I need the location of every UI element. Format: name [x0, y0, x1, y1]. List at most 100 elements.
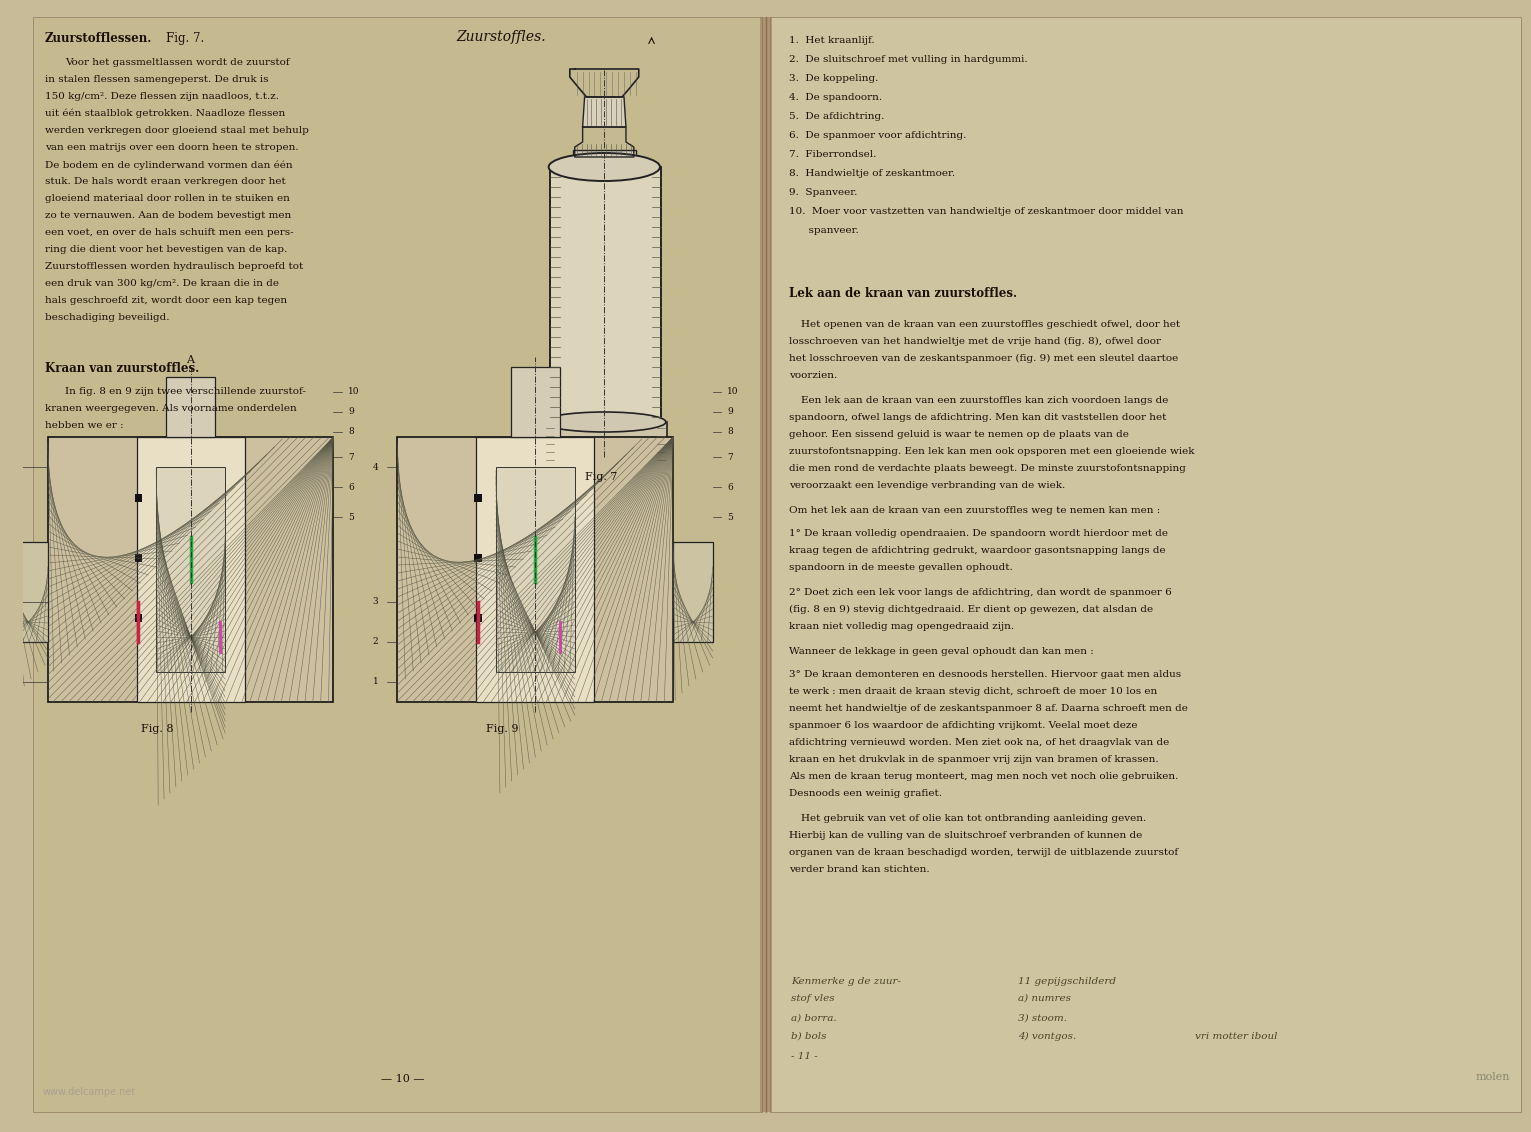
- Bar: [156, 468, 225, 672]
- Text: In fig. 8 en 9 zijn twee verschillende zuurstof-: In fig. 8 en 9 zijn twee verschillende z…: [64, 387, 306, 396]
- Text: van een matrijs over een doorn heen te stropen.: van een matrijs over een doorn heen te s…: [44, 143, 299, 152]
- Bar: [476, 437, 594, 702]
- Text: Desnoods een weinig grafiet.: Desnoods een weinig grafiet.: [790, 789, 943, 798]
- Text: Wanneer de lekkage in geen geval ophoudt dan kan men :: Wanneer de lekkage in geen geval ophoudt…: [790, 648, 1095, 657]
- Bar: [475, 554, 482, 561]
- Text: spandoorn in de meeste gevallen ophoudt.: spandoorn in de meeste gevallen ophoudt.: [790, 563, 1014, 572]
- Text: Fig. 8: Fig. 8: [141, 724, 175, 734]
- Bar: [165, 377, 216, 437]
- Text: organen van de kraan beschadigd worden, terwijl de uitblazende zuurstof: organen van de kraan beschadigd worden, …: [790, 848, 1179, 857]
- Text: gehoor. Een sissend geluid is waar te nemen op de plaats van de: gehoor. Een sissend geluid is waar te ne…: [790, 430, 1130, 439]
- Text: veroorzaakt een levendige verbranding van de wiek.: veroorzaakt een levendige verbranding va…: [790, 481, 1066, 490]
- Text: 4.  De spandoorn.: 4. De spandoorn.: [790, 93, 882, 102]
- Text: neemt het handwieltje of de zeskantspanmoer 8 af. Daarna schroeft men de: neemt het handwieltje of de zeskantspanm…: [790, 704, 1188, 713]
- Bar: [135, 554, 142, 561]
- Bar: [511, 367, 560, 437]
- Text: Kraan van zuurstoffles.: Kraan van zuurstoffles.: [44, 362, 199, 375]
- Bar: [674, 542, 712, 642]
- Text: (fig. 8 en 9) stevig dichtgedraaid. Er dient op gewezen, dat alsdan de: (fig. 8 en 9) stevig dichtgedraaid. Er d…: [790, 604, 1153, 615]
- Text: hebben we er :: hebben we er :: [44, 421, 124, 430]
- Text: Zuurstofflessen worden hydraulisch beproefd tot: Zuurstofflessen worden hydraulisch bepro…: [44, 261, 303, 271]
- Text: Lek aan de kraan van zuurstoffles.: Lek aan de kraan van zuurstoffles.: [790, 288, 1018, 300]
- Text: 9: 9: [727, 408, 733, 417]
- Text: 11 gepijgschilderd: 11 gepijgschilderd: [1018, 977, 1116, 986]
- Bar: [398, 437, 674, 702]
- Ellipse shape: [548, 153, 660, 181]
- Text: een druk van 300 kg/cm². De kraan die in de: een druk van 300 kg/cm². De kraan die in…: [44, 278, 279, 288]
- Text: 3) stoom.: 3) stoom.: [1018, 1014, 1067, 1023]
- Text: 2.  De sluitschroef met vulling in hardgummi.: 2. De sluitschroef met vulling in hardgu…: [790, 55, 1027, 65]
- Text: 5: 5: [727, 513, 733, 522]
- Text: De bodem en de cylinderwand vormen dan één: De bodem en de cylinderwand vormen dan é…: [44, 160, 292, 170]
- Text: 6.  De spanmoer voor afdichtring.: 6. De spanmoer voor afdichtring.: [790, 131, 966, 140]
- Text: 9: 9: [348, 408, 354, 417]
- Text: 10.  Moer voor vastzetten van handwieltje of zeskantmoer door middel van: 10. Moer voor vastzetten van handwieltje…: [790, 207, 1183, 216]
- Text: a) numres: a) numres: [1018, 994, 1070, 1003]
- Text: Zuurstoffles.: Zuurstoffles.: [456, 31, 547, 44]
- Text: b) bols: b) bols: [792, 1032, 827, 1041]
- Text: kraan niet volledig mag opengedraaid zijn.: kraan niet volledig mag opengedraaid zij…: [790, 621, 1015, 631]
- Bar: [9, 542, 47, 642]
- Polygon shape: [583, 97, 626, 127]
- Bar: [475, 614, 482, 621]
- Text: kraan en het drukvlak in de spanmoer vrij zijn van bramen of krassen.: kraan en het drukvlak in de spanmoer vri…: [790, 755, 1159, 764]
- Text: spandoorn, ofwel langs de afdichtring. Men kan dit vaststellen door het: spandoorn, ofwel langs de afdichtring. M…: [790, 413, 1167, 422]
- Text: 1° De kraan volledig opendraaien. De spandoorn wordt hierdoor met de: 1° De kraan volledig opendraaien. De spa…: [790, 529, 1168, 538]
- Text: 1.  Het kraanlijf.: 1. Het kraanlijf.: [790, 36, 876, 45]
- Text: Fig. 7.: Fig. 7.: [165, 32, 204, 45]
- Ellipse shape: [542, 452, 666, 472]
- Text: te werk : men draait de kraan stevig dicht, schroeft de moer 10 los en: te werk : men draait de kraan stevig dic…: [790, 687, 1157, 696]
- Bar: [135, 494, 142, 501]
- Bar: [136, 437, 245, 702]
- Bar: [496, 468, 574, 672]
- Text: spanmoer 6 los waardoor de afdichting vrijkomt. Veelal moet deze: spanmoer 6 los waardoor de afdichting vr…: [790, 721, 1138, 730]
- Bar: [9, 542, 47, 642]
- Text: a) borra.: a) borra.: [792, 1014, 837, 1023]
- Text: Een lek aan de kraan van een zuurstoffles kan zich voordoen langs de: Een lek aan de kraan van een zuurstoffle…: [801, 396, 1168, 405]
- Text: 3.  De koppeling.: 3. De koppeling.: [790, 74, 879, 83]
- Text: verder brand kan stichten.: verder brand kan stichten.: [790, 865, 929, 874]
- Text: molen: molen: [1476, 1072, 1510, 1082]
- Text: Fig. 9: Fig. 9: [487, 724, 519, 734]
- Text: ring die dient voor het bevestigen van de kap.: ring die dient voor het bevestigen van d…: [44, 245, 288, 254]
- Text: zo te vernauwen. Aan de bodem bevestigt men: zo te vernauwen. Aan de bodem bevestigt …: [44, 211, 291, 220]
- Text: Als men de kraan terug monteert, mag men noch vet noch olie gebruiken.: Als men de kraan terug monteert, mag men…: [790, 772, 1179, 781]
- Text: 7: 7: [727, 453, 733, 462]
- Text: 2: 2: [374, 637, 378, 646]
- Text: vri motter iboul: vri motter iboul: [1196, 1032, 1278, 1041]
- Text: uit één staalblok getrokken. Naadloze flessen: uit één staalblok getrokken. Naadloze fl…: [44, 109, 285, 119]
- Text: voorzien.: voorzien.: [790, 371, 837, 380]
- Text: 150 kg/cm². Deze flessen zijn naadloos, t.t.z.: 150 kg/cm². Deze flessen zijn naadloos, …: [44, 92, 279, 101]
- Text: 3: 3: [374, 598, 378, 607]
- Text: 8: 8: [348, 428, 354, 437]
- Text: kraag tegen de afdichtring gedrukt, waardoor gasontsnapping langs de: kraag tegen de afdichtring gedrukt, waar…: [790, 546, 1167, 555]
- Text: losschroeven van het handwieltje met de vrije hand (fig. 8), ofwel door: losschroeven van het handwieltje met de …: [790, 337, 1162, 346]
- Text: beschadiging beveiligd.: beschadiging beveiligd.: [44, 314, 170, 321]
- Text: het losschroeven van de zeskantspanmoer (fig. 9) met een sleutel daartoe: het losschroeven van de zeskantspanmoer …: [790, 354, 1179, 363]
- Text: Hierbij kan de vulling van de sluitschroef verbranden of kunnen de: Hierbij kan de vulling van de sluitschro…: [790, 831, 1142, 840]
- Text: - 11 -: - 11 -: [792, 1052, 818, 1061]
- Text: kranen weergegeven. Als voorname onderdelen: kranen weergegeven. Als voorname onderde…: [44, 404, 297, 413]
- Text: 7: 7: [348, 453, 354, 462]
- Text: — 10 —: — 10 —: [381, 1074, 424, 1084]
- Text: Zuurstofflessen.: Zuurstofflessen.: [44, 32, 152, 45]
- Text: gloeiend materiaal door rollen in te stuiken en: gloeiend materiaal door rollen in te stu…: [44, 194, 289, 203]
- Bar: [47, 437, 334, 702]
- Text: afdichtring vernieuwd worden. Men ziet ook na, of het draagvlak van de: afdichtring vernieuwd worden. Men ziet o…: [790, 738, 1170, 747]
- Text: werden verkregen door gloeiend staal met behulp: werden verkregen door gloeiend staal met…: [44, 126, 309, 135]
- Text: Het openen van de kraan van een zuurstoffles geschiedt ofwel, door het: Het openen van de kraan van een zuurstof…: [801, 320, 1180, 329]
- Ellipse shape: [542, 412, 666, 432]
- Bar: [156, 468, 225, 672]
- Text: www.delcampe.net: www.delcampe.net: [43, 1087, 136, 1097]
- Text: Om het lek aan de kraan van een zuurstoffles weg te nemen kan men :: Om het lek aan de kraan van een zuurstof…: [790, 506, 1160, 515]
- Bar: [47, 437, 334, 702]
- Text: in stalen flessen samengeperst. De druk is: in stalen flessen samengeperst. De druk …: [44, 75, 268, 84]
- Bar: [135, 614, 142, 621]
- Bar: [544, 422, 668, 462]
- Text: 2° Doet zich een lek voor langs de afdichtring, dan wordt de spanmoer 6: 2° Doet zich een lek voor langs de afdic…: [790, 588, 1173, 597]
- Bar: [770, 17, 1522, 1112]
- Text: 7.  Fiberrondsel.: 7. Fiberrondsel.: [790, 151, 877, 158]
- Text: A: A: [185, 355, 194, 365]
- Text: stuk. De hals wordt eraan verkregen door het: stuk. De hals wordt eraan verkregen door…: [44, 177, 286, 186]
- Text: 5: 5: [348, 513, 354, 522]
